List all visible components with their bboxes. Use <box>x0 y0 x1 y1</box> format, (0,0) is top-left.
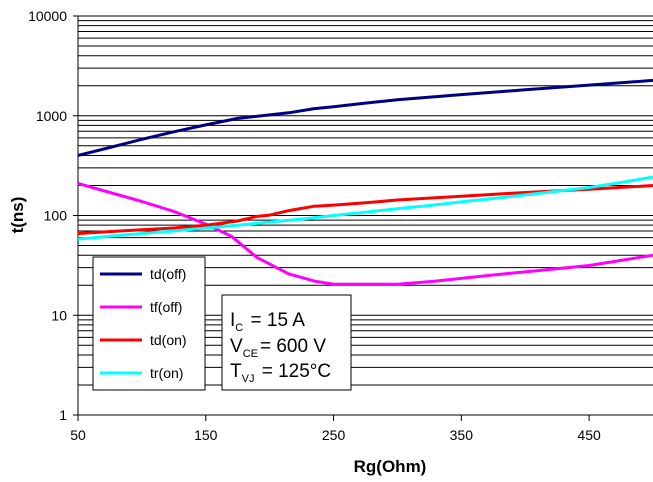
legend-items: td(off) tf(off) td(on) tr(on) <box>100 266 187 381</box>
legend-box <box>92 256 206 391</box>
x-tick-label: 450 <box>577 427 601 443</box>
condition-ic: IC = 15 A <box>230 310 305 334</box>
x-tick-label: 350 <box>450 427 474 443</box>
legend-label: tf(off) <box>150 299 182 315</box>
legend-label: td(on) <box>150 332 187 348</box>
conditions-annotation: IC = 15 A VCE = 600 V TVJ = 125°C <box>221 294 352 391</box>
y-axis-ticks: 1 10 100 1000 10000 <box>28 8 78 423</box>
x-axis-title: Rg(Ohm) <box>354 457 427 476</box>
legend-label: tr(on) <box>150 365 183 381</box>
y-tick-label: 10000 <box>28 8 67 24</box>
y-tick-label: 100 <box>44 208 68 224</box>
series-line-tf-off <box>77 181 653 286</box>
condition-vce: VCE = 600 V <box>230 336 326 360</box>
legend-label: td(off) <box>150 266 186 282</box>
y-tick-label: 1 <box>59 407 67 423</box>
condition-tvj: TVJ = 125°C <box>230 361 331 385</box>
series-line-td-on <box>77 184 653 235</box>
legend: td(off) tf(off) td(on) tr(on) <box>92 256 206 391</box>
y-tick-label: 1000 <box>36 108 67 124</box>
x-axis-ticks: 50 150 250 350 450 <box>70 415 601 443</box>
series-line-tr-on <box>77 175 653 241</box>
y-axis-title: t(ns) <box>8 197 27 234</box>
series-layer <box>77 78 653 286</box>
y-tick-label: 10 <box>51 307 67 323</box>
x-tick-label: 150 <box>194 427 218 443</box>
conditions-box <box>221 294 352 391</box>
series-line-td-off <box>77 78 653 157</box>
x-tick-label: 250 <box>322 427 346 443</box>
x-tick-label: 50 <box>70 427 86 443</box>
